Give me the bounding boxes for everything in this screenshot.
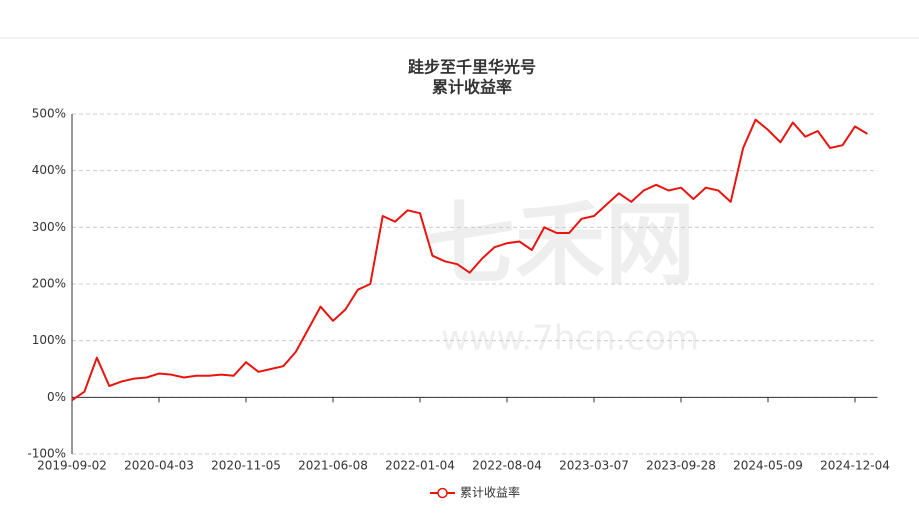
chart-subtitle: 累计收益率 (432, 78, 512, 97)
x-tick-label: 2020-04-03 (124, 459, 194, 473)
x-tick-label: 2019-09-02 (37, 459, 107, 473)
x-tick-label: 2021-06-08 (298, 459, 368, 473)
y-tick-label: 300% (32, 220, 66, 234)
x-tick-label: 2023-03-07 (559, 459, 629, 473)
watermark: 七禾网 (425, 192, 695, 297)
y-tick-label: 100% (32, 333, 66, 347)
x-tick-label: 2022-01-04 (385, 459, 455, 473)
x-tick-label: 2022-08-04 (472, 459, 542, 473)
x-tick-label: 2023-09-28 (646, 459, 716, 473)
y-tick-label: 400% (32, 163, 66, 177)
x-tick-label: 2024-05-09 (733, 459, 803, 473)
legend-label: 累计收益率 (460, 485, 520, 500)
chart-title: 跬步至千里华光号 (408, 58, 536, 77)
y-tick-label: 200% (32, 277, 66, 291)
x-tick-label: 2020-11-05 (211, 459, 281, 473)
legend-marker (437, 487, 448, 499)
y-tick-label: 500% (32, 107, 66, 121)
watermark: www.7hcn.com (441, 319, 699, 359)
series-line (71, 118, 868, 401)
x-tick-label: 2024-12-04 (820, 459, 890, 473)
y-tick-label: -100% (27, 447, 66, 461)
y-tick-label: 0% (47, 390, 66, 404)
